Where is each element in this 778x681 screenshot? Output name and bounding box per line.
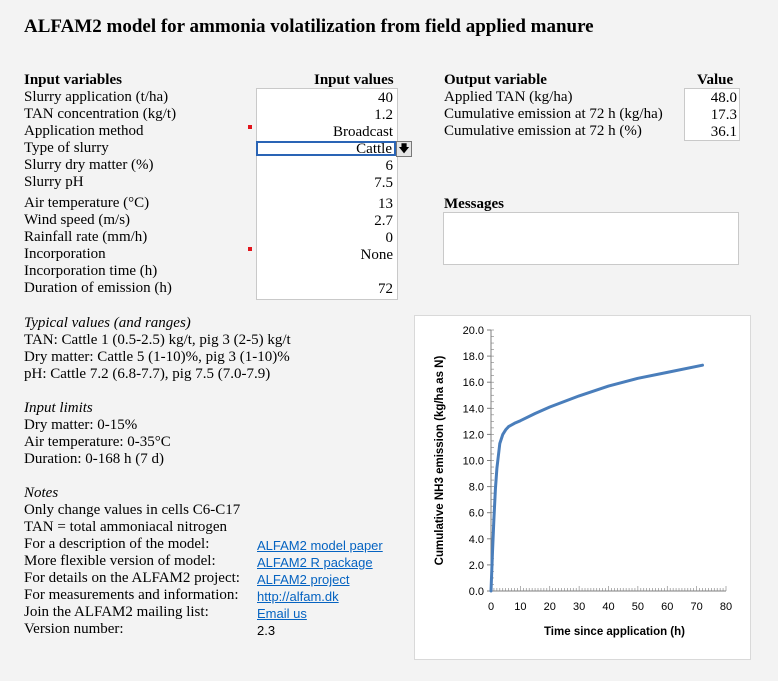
link-r-package[interactable]: ALFAM2 R package bbox=[257, 555, 373, 570]
emission-chart[interactable]: 0.0 2.0 4.0 6.0 8.0 10.0 12.0 14.0 16.0 18.0 20.0 0… bbox=[414, 315, 751, 660]
input-variables-header: Input variables bbox=[24, 72, 122, 88]
comment-marker bbox=[248, 247, 252, 251]
output-value-header: Value bbox=[697, 72, 734, 88]
version-value: 2.3 bbox=[257, 623, 276, 638]
y-tick-label: 2.0 bbox=[469, 560, 484, 572]
y-tick-label: 6.0 bbox=[469, 508, 484, 520]
input-values-header: Input values bbox=[314, 72, 394, 88]
y-tick-label: 14.0 bbox=[463, 403, 484, 415]
incorporation-value[interactable]: None bbox=[360, 247, 394, 263]
output-variable-header: Output variable bbox=[444, 72, 547, 88]
input-values-column: 40 1.2 Broadcast 6 7.5 13 2.7 0 None 72 bbox=[256, 88, 398, 300]
input-limits-header: Input limits bbox=[24, 400, 93, 416]
page-title: ALFAM2 model for ammonia volatilization … bbox=[24, 16, 594, 37]
x-tick-label: 80 bbox=[720, 601, 732, 613]
label-cumulative-emission-pct: Cumulative emission at 72 h (%) bbox=[444, 123, 642, 139]
output-values-column: 48.0 17.3 36.1 bbox=[684, 88, 740, 141]
application-method-value[interactable]: Broadcast bbox=[333, 124, 393, 140]
emission-series-line bbox=[489, 363, 704, 593]
cumulative-emission-pct-value: 36.1 bbox=[710, 124, 737, 140]
label-air-temperature: Air temperature (°C) bbox=[24, 195, 150, 211]
label-incorporation: Incorporation bbox=[24, 246, 106, 262]
arrow-down-icon: 🡇 bbox=[398, 142, 410, 155]
typical-line: TAN: Cattle 1 (0.5-2.5) kg/t, pig 3 (2-5… bbox=[24, 332, 291, 348]
label-type-of-slurry: Type of slurry bbox=[24, 140, 109, 156]
label-cumulative-emission-kgha: Cumulative emission at 72 h (kg/ha) bbox=[444, 106, 663, 122]
type-of-slurry-dropdown-button[interactable]: 🡇 bbox=[396, 141, 412, 157]
label-slurry-application: Slurry application (t/ha) bbox=[24, 89, 169, 105]
label-applied-tan: Applied TAN (kg/ha) bbox=[444, 89, 573, 105]
label-wind-speed: Wind speed (m/s) bbox=[24, 212, 131, 228]
note-line: Only change values in cells C6-C17 bbox=[24, 502, 241, 518]
y-tick-label: 12.0 bbox=[463, 429, 484, 441]
version-label: Version number: bbox=[24, 621, 124, 637]
y-tick-label: 4.0 bbox=[469, 534, 484, 546]
x-tick-label: 40 bbox=[602, 601, 614, 613]
y-tick-label: 20.0 bbox=[463, 325, 484, 337]
link-email[interactable]: Email us bbox=[257, 606, 307, 621]
y-tick-label: 0.0 bbox=[469, 586, 484, 598]
y-tick-label: 18.0 bbox=[463, 351, 484, 363]
x-tick-label: 60 bbox=[661, 601, 673, 613]
note-label-mailing-list: Join the ALFAM2 mailing list: bbox=[24, 604, 209, 620]
x-axis-title: Time since application (h) bbox=[544, 626, 685, 638]
limit-line: Air temperature: 0-35°C bbox=[24, 434, 171, 450]
messages-header: Messages bbox=[444, 196, 504, 212]
link-alfam-website[interactable]: http://alfam.dk bbox=[257, 589, 339, 604]
emission-chart-svg: 0.0 2.0 4.0 6.0 8.0 10.0 12.0 14.0 16.0 18.0 20.0 0… bbox=[434, 325, 732, 638]
label-incorporation-time: Incorporation time (h) bbox=[24, 263, 158, 279]
label-application-method: Application method bbox=[24, 123, 144, 139]
note-label-measurements: For measurements and information: bbox=[24, 587, 239, 603]
rainfall-rate-value[interactable]: 0 bbox=[385, 230, 394, 246]
note-label-model-paper: For a description of the model: bbox=[24, 536, 210, 552]
air-temperature-value[interactable]: 13 bbox=[378, 196, 393, 212]
x-tick-label: 70 bbox=[691, 601, 703, 613]
note-line: TAN = total ammoniacal nitrogen bbox=[24, 519, 228, 535]
duration-value[interactable]: 72 bbox=[378, 281, 393, 297]
applied-tan-value: 48.0 bbox=[710, 90, 737, 106]
wind-speed-value[interactable]: 2.7 bbox=[374, 213, 393, 229]
x-tick-label: 30 bbox=[573, 601, 585, 613]
typical-line: Dry matter: Cattle 5 (1-10)%, pig 3 (1-1… bbox=[24, 349, 290, 365]
label-duration-of-emission: Duration of emission (h) bbox=[24, 280, 172, 296]
type-of-slurry-selected-cell[interactable]: Cattle bbox=[256, 141, 396, 157]
typical-values-header: Typical values (and ranges) bbox=[24, 315, 191, 331]
comment-marker bbox=[248, 125, 252, 129]
label-rainfall-rate: Rainfall rate (mm/h) bbox=[24, 229, 148, 245]
note-label-project: For details on the ALFAM2 project: bbox=[24, 570, 240, 586]
limit-line: Duration: 0-168 h (7 d) bbox=[24, 451, 164, 467]
label-slurry-dry-matter: Slurry dry matter (%) bbox=[24, 157, 154, 173]
x-tick-label: 10 bbox=[514, 601, 526, 613]
x-tick-label: 20 bbox=[544, 601, 556, 613]
slurry-application-value[interactable]: 40 bbox=[378, 90, 393, 106]
y-tick-label: 10.0 bbox=[463, 456, 484, 468]
y-tick-label: 8.0 bbox=[469, 482, 484, 494]
y-tick-label: 16.0 bbox=[463, 377, 484, 389]
tan-concentration-value[interactable]: 1.2 bbox=[374, 107, 393, 123]
label-tan-concentration: TAN concentration (kg/t) bbox=[24, 106, 177, 122]
notes-header: Notes bbox=[24, 485, 59, 501]
y-axis-title: Cumulative NH3 emission (kg/ha as N) bbox=[434, 356, 446, 566]
link-project[interactable]: ALFAM2 project bbox=[257, 572, 350, 587]
messages-text bbox=[444, 213, 738, 217]
link-model-paper[interactable]: ALFAM2 model paper bbox=[257, 538, 383, 553]
x-tick-label: 0 bbox=[488, 601, 494, 613]
slurry-ph-value[interactable]: 7.5 bbox=[374, 175, 393, 191]
dry-matter-value[interactable]: 6 bbox=[385, 158, 394, 174]
label-slurry-ph: Slurry pH bbox=[24, 174, 84, 190]
cumulative-emission-kgha-value: 17.3 bbox=[710, 107, 737, 123]
messages-box[interactable] bbox=[443, 212, 739, 265]
limit-line: Dry matter: 0-15% bbox=[24, 417, 138, 433]
type-of-slurry-value: Cattle bbox=[356, 141, 392, 157]
typical-line: pH: Cattle 7.2 (6.8-7.7), pig 7.5 (7.0-7… bbox=[24, 366, 271, 382]
x-tick-label: 50 bbox=[632, 601, 644, 613]
note-label-r-package: More flexible version of model: bbox=[24, 553, 216, 569]
